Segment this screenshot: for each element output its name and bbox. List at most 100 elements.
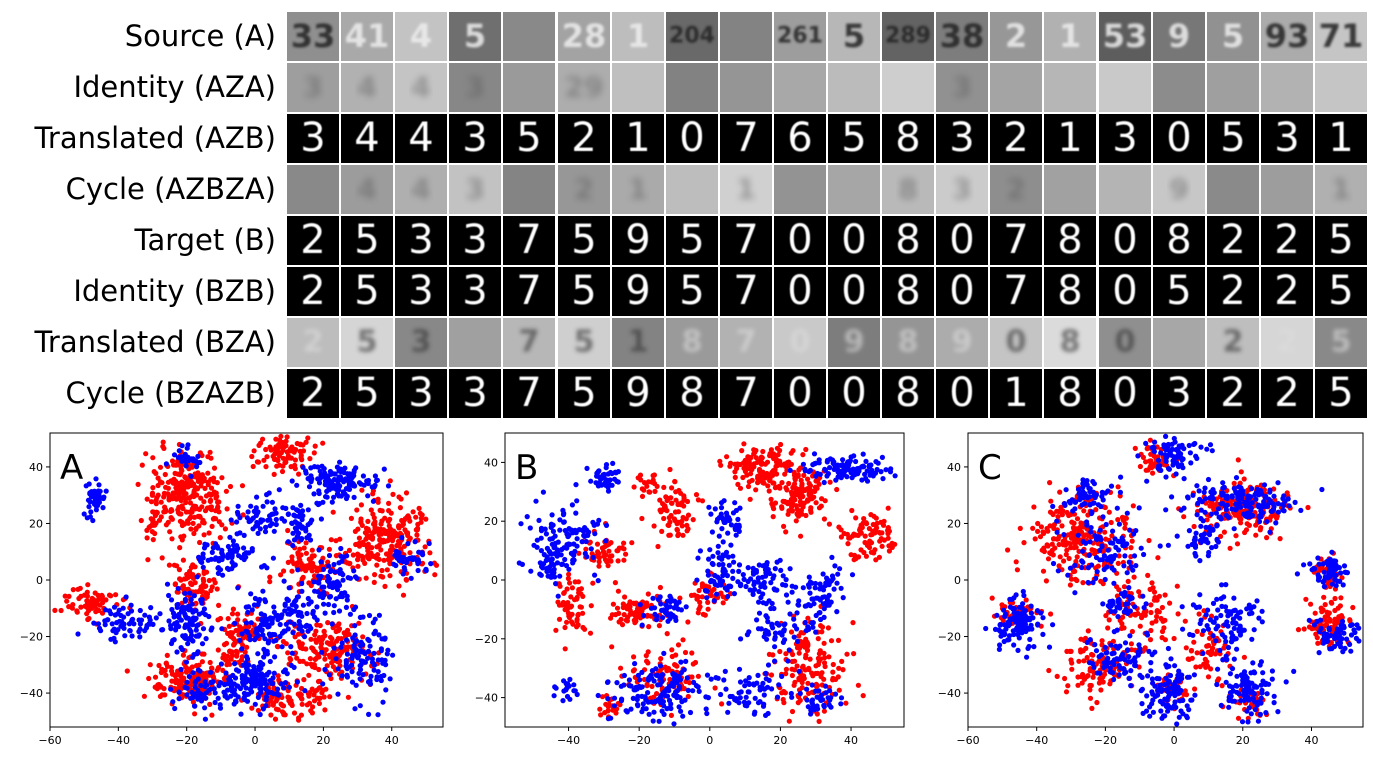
scatter-point [710,554,715,559]
tile-digit: 3 [300,115,325,161]
scatter-point [758,595,763,600]
scatter-point [202,532,207,537]
scatter-point [880,544,885,549]
tile-digit: 0 [679,115,704,161]
scatter-point [1102,530,1107,535]
scatter-point [310,611,315,616]
scatter-point [721,677,726,682]
scatter-point [845,460,850,465]
scatter-point [260,589,265,594]
scatter-point [673,689,678,694]
scatter-point [321,567,326,572]
scatter-point [280,644,285,649]
scatter-point [677,686,682,691]
scatter-point [781,524,786,529]
scatter-point [331,562,336,567]
digit-tile: 2 [558,114,610,163]
tile-digit: 3 [463,217,488,263]
tile-digit: 0 [1112,370,1137,416]
scatter-point [717,534,722,539]
scatter-point [292,710,297,715]
scatter-point [205,471,210,476]
scatter-point [201,520,206,525]
scatter-point [849,454,854,459]
scatter-point [92,499,97,504]
scatter-point [839,659,844,664]
scatter-point [247,519,252,524]
tile-digit: 9 [1167,17,1189,55]
tile-digit: 8 [895,115,920,161]
scatter-point [569,619,574,624]
tile-digit: 8 [895,268,920,314]
scatter-point [174,649,179,654]
scatter-point [817,651,822,656]
scatter-point [351,568,356,573]
tile-digit: 41 [345,17,390,55]
scatter-point [562,590,567,595]
scatter-point [808,468,813,473]
scatter-point [885,528,890,533]
scatter-point [640,684,645,689]
scatter-point [349,669,354,674]
scatter-point [558,584,563,589]
scatter-point [377,531,382,536]
scatter-point [253,671,258,676]
scatter-point [691,661,696,666]
scatter-point [677,674,682,679]
scatter-point [295,534,300,539]
digit-tile: 8 [1044,369,1096,418]
scatter-point [310,548,315,553]
scatter-point [264,565,269,570]
scatter-point [408,536,413,541]
y-tick-label: 20 [29,517,43,530]
tile-digit: 2 [1007,173,1026,206]
scatter-point [800,494,805,499]
scatter-point [213,516,218,521]
scatter-point [177,448,182,453]
digit-tile: 7 [503,369,555,418]
row-label-source_a: Source (A) [0,11,276,61]
scatter-point [801,504,806,509]
tile-digit: 3 [466,71,485,104]
scatter-point [428,561,433,566]
scatter-point [657,719,662,724]
scatter-point [255,678,260,683]
tile-digit: 1 [626,17,648,55]
scatter-point [331,510,336,515]
scatter-point [216,565,221,570]
scatter-point [805,499,810,504]
scatter-point [861,452,866,457]
tile-digit: 3 [303,71,322,104]
scatter-point [352,623,357,628]
scatter-point [822,709,827,714]
scatter-point [187,516,192,521]
x-tick-label: −60 [38,734,61,747]
scatter-point [361,659,366,664]
tile-digit: 5 [354,268,379,314]
scatter-point [720,562,725,567]
digit-tile: 71 [1315,12,1367,61]
scatter-point [304,551,309,556]
scatter-point [90,490,95,495]
scatter-point [604,462,609,467]
tile-digit: 8 [895,217,920,263]
tile-digit: 5 [1328,217,1353,263]
scatter-point [306,507,311,512]
scatter-point [784,592,789,597]
scatter-point [352,645,357,650]
scatter-point [105,617,110,622]
scatter-point [75,631,80,636]
scatter-point [66,594,71,599]
scatter-point [1130,539,1135,544]
scatter-point [639,709,644,714]
scatter-point [272,506,277,511]
scatter-point [305,702,310,707]
scatter-point [792,683,797,688]
scatter-point [327,580,332,585]
scatter-point [1069,520,1074,525]
scatter-point [216,647,221,652]
scatter-point [147,615,152,620]
scatter-point [694,578,699,583]
scatter-point [331,495,336,500]
scatter-point [748,497,753,502]
